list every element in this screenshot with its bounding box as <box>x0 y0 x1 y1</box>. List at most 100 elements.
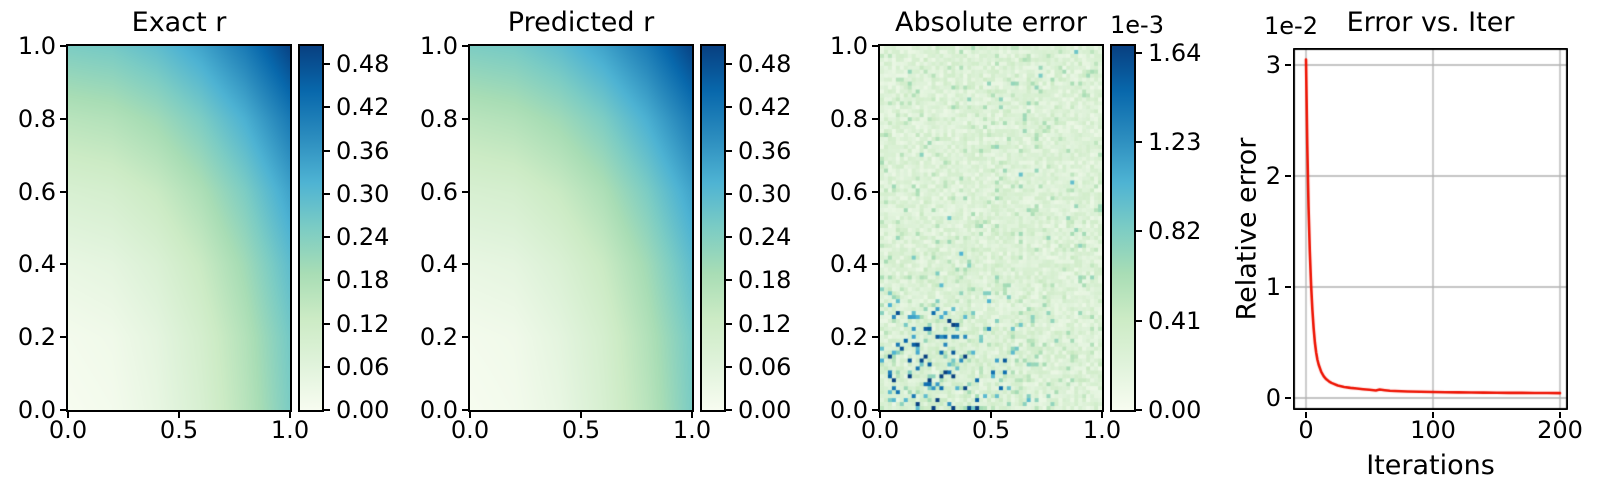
tick-label: 0.0 <box>419 396 458 424</box>
tick-label: 0.8 <box>829 104 868 133</box>
tick-mark <box>324 279 330 282</box>
tick-mark <box>879 412 881 418</box>
absolute-error-title: Absolute error <box>895 7 1087 38</box>
tick-label: 0.18 <box>336 266 390 295</box>
predicted-r-colorbar <box>700 44 726 412</box>
tick-mark <box>324 63 330 66</box>
tick-mark <box>1305 412 1307 418</box>
tick-mark <box>1136 230 1142 233</box>
tick-label: 0.0 <box>48 416 88 444</box>
tick-mark <box>462 336 468 339</box>
exact-r-colorbar <box>298 44 324 412</box>
error-colorbar-scale-label: 1e-3 <box>1110 11 1164 39</box>
tick-mark <box>462 117 468 120</box>
tick-label: 0.18 <box>738 266 792 295</box>
tick-label: 0.42 <box>738 93 792 122</box>
tick-label: 1.23 <box>1148 128 1202 157</box>
tick-label: 2 <box>1265 162 1281 190</box>
y-axis-scale-label: 1e-2 <box>1264 12 1318 40</box>
tick-mark <box>726 192 732 195</box>
tick-label: 0.8 <box>17 104 56 133</box>
tick-mark <box>872 409 878 411</box>
x-axis-label: Iterations <box>1366 450 1495 481</box>
tick-label: 0.2 <box>419 323 458 352</box>
tick-label: 200 <box>1537 416 1583 444</box>
tick-label: 1 <box>1265 273 1281 301</box>
tick-label: 0.4 <box>829 250 868 279</box>
tick-label: 0.2 <box>829 323 868 352</box>
tick-label: 0.06 <box>336 352 390 381</box>
tick-mark <box>324 106 330 109</box>
tick-label: 0.48 <box>336 50 390 79</box>
tick-label: 0.8 <box>419 104 458 133</box>
tick-mark <box>469 412 471 418</box>
tick-label: 0.24 <box>336 223 390 251</box>
tick-mark <box>726 409 732 411</box>
tick-mark <box>462 45 468 47</box>
tick-label: 0.00 <box>1148 396 1202 424</box>
tick-label: 0.41 <box>1148 306 1202 335</box>
tick-mark <box>726 322 732 325</box>
tick-mark <box>324 192 330 195</box>
tick-mark <box>726 106 732 109</box>
tick-mark <box>1559 412 1561 418</box>
tick-label: 1.64 <box>1148 38 1202 67</box>
tick-mark <box>324 149 330 152</box>
tick-label: 0.5 <box>159 416 199 444</box>
tick-mark <box>691 412 693 418</box>
tick-mark <box>60 190 66 193</box>
tick-mark <box>462 409 468 411</box>
tick-mark <box>1285 64 1291 66</box>
tick-label: 0.4 <box>419 250 458 279</box>
tick-mark <box>872 190 878 193</box>
tick-label: 0.30 <box>336 179 390 208</box>
error-vs-iter-plot <box>1293 48 1568 410</box>
tick-mark <box>1136 51 1142 54</box>
tick-label: 0.6 <box>419 177 458 206</box>
absolute-error-colorbar <box>1110 44 1136 412</box>
tick-mark <box>60 263 66 266</box>
tick-mark <box>726 279 732 282</box>
tick-mark <box>60 336 66 339</box>
absolute-error-heatmap <box>878 44 1104 412</box>
tick-mark <box>60 45 66 47</box>
tick-label: 0.6 <box>829 177 868 206</box>
tick-label: 0.0 <box>450 416 490 444</box>
tick-mark <box>872 45 878 47</box>
tick-mark <box>462 190 468 193</box>
tick-mark <box>872 336 878 339</box>
exact-r-heatmap <box>66 44 292 412</box>
tick-mark <box>1136 319 1142 322</box>
tick-mark <box>67 412 69 418</box>
tick-label: 0.36 <box>738 136 792 165</box>
tick-mark <box>1136 141 1142 144</box>
error-vs-iter-title: Error vs. Iter <box>1346 7 1515 38</box>
tick-mark <box>726 63 732 66</box>
tick-label: 0.5 <box>561 416 601 444</box>
tick-label: 0.30 <box>738 179 792 208</box>
tick-label: 0.00 <box>336 396 390 424</box>
tick-mark <box>1285 175 1291 177</box>
tick-mark <box>324 322 330 325</box>
tick-mark <box>324 365 330 368</box>
tick-mark <box>1285 286 1291 288</box>
tick-label: 1.0 <box>1082 416 1122 444</box>
tick-label: 0.6 <box>17 177 56 206</box>
tick-mark <box>726 365 732 368</box>
tick-label: 1.0 <box>17 32 56 60</box>
tick-label: 0 <box>1265 384 1281 412</box>
tick-label: 0.4 <box>17 250 56 279</box>
tick-label: 0.36 <box>336 136 390 165</box>
tick-label: 0.0 <box>860 416 900 444</box>
tick-label: 1.0 <box>270 416 310 444</box>
tick-label: 0.2 <box>17 323 56 352</box>
tick-label: 1.0 <box>672 416 712 444</box>
tick-label: 0.48 <box>738 50 792 79</box>
tick-mark <box>872 263 878 266</box>
tick-mark <box>462 263 468 266</box>
tick-label: 0.42 <box>336 93 390 122</box>
tick-mark <box>289 412 291 418</box>
predicted-r-title: Predicted r <box>507 7 655 38</box>
tick-label: 0.0 <box>829 396 868 424</box>
tick-mark <box>872 117 878 120</box>
